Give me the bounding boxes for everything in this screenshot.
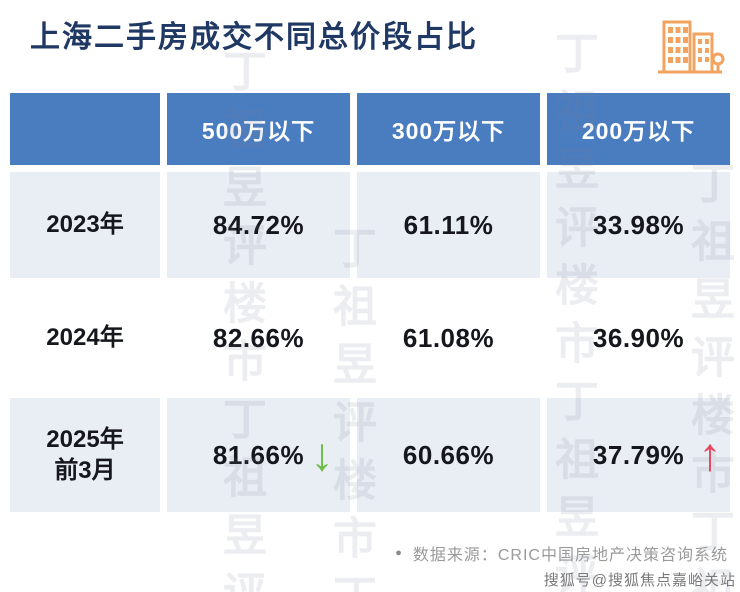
building-icon <box>652 14 726 87</box>
cell-2024-300: 61.08% <box>357 285 540 391</box>
cell-2024-200: 36.90% <box>547 285 730 391</box>
row-label-2025: 2025年 前3月 <box>10 398 160 512</box>
arrow-down-icon: ↓ <box>310 428 334 481</box>
cell-2025-200: 37.79% ↑ <box>547 398 730 512</box>
cell-2023-200: 33.98% <box>547 172 730 278</box>
header-cell-empty <box>10 93 160 165</box>
header: 上海二手房成交不同总价段占比 <box>0 0 740 92</box>
price-segment-table: 500万以下 300万以下 200万以下 2023年 84.72% 61.11%… <box>10 93 730 512</box>
cell-2025-500: 81.66% ↓ <box>167 398 350 512</box>
cell-2025-500-value: 81.66% <box>212 439 305 470</box>
cell-2025-300: 60.66% <box>357 398 540 512</box>
data-source-text: 数据来源：CRIC中国房地产决策咨询系统 <box>412 547 728 564</box>
brand-watermark: 搜狐号@搜狐焦点嘉峪关站 <box>543 572 736 589</box>
arrow-up-icon: ↑ <box>698 428 722 481</box>
cell-2025-200-value: 37.79% <box>592 439 685 470</box>
row-label-2024: 2024年 <box>10 285 160 391</box>
header-cell-200: 200万以下 <box>547 93 730 165</box>
row-label-2023: 2023年 <box>10 172 160 278</box>
cell-2023-300: 61.11% <box>357 172 540 278</box>
data-source-line: ● 数据来源：CRIC中国房地产决策咨询系统 <box>395 541 728 565</box>
page-title: 上海二手房成交不同总价段占比 <box>30 21 478 54</box>
header-cell-500: 500万以下 <box>167 93 350 165</box>
header-cell-300: 300万以下 <box>357 93 540 165</box>
cell-2024-500: 82.66% <box>167 285 350 391</box>
cell-2023-500: 84.72% <box>167 172 350 278</box>
bullet-icon: ● <box>395 547 403 559</box>
